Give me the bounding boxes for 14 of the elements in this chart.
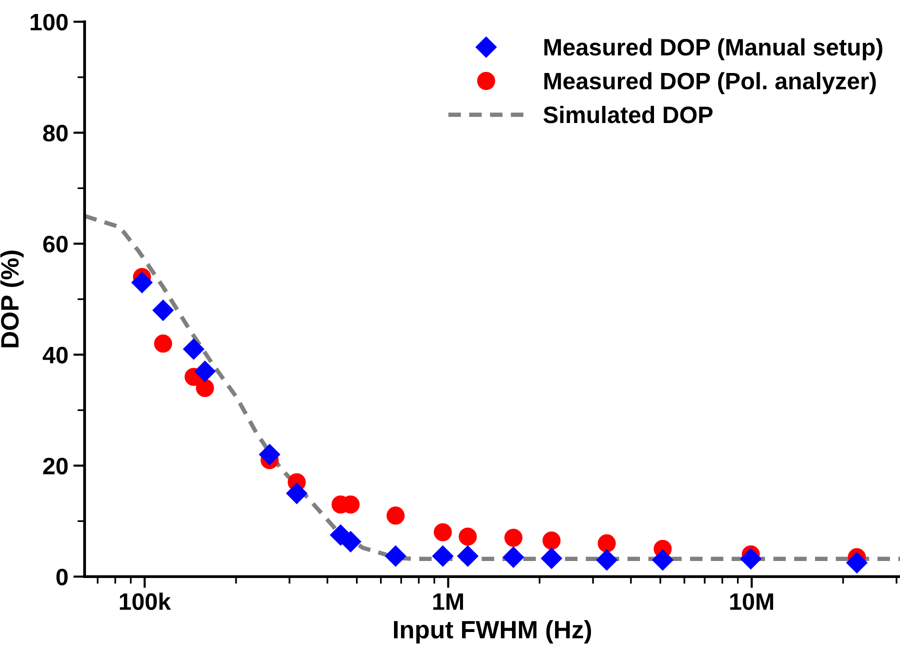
- y-axis-title: DOP (%): [0, 250, 24, 348]
- y-tick-label: 0: [56, 568, 68, 586]
- x-axis-title: Input FWHM (Hz): [394, 620, 592, 644]
- x-tick-label: 100k: [120, 592, 171, 610]
- legend-label: Measured DOP (Manual setup): [544, 38, 882, 60]
- y-tick-label: 20: [43, 458, 68, 474]
- legend-label: Simulated DOP: [543, 106, 713, 124]
- y-tick-label: 60: [43, 236, 68, 252]
- x-tick-label: 1M: [433, 593, 464, 610]
- x-tick-label: 10M: [730, 593, 774, 610]
- y-tick-label: 80: [43, 124, 68, 142]
- y-tick-label: 40: [42, 346, 68, 364]
- legend-label: Measured DOP (Pol. analyzer): [544, 72, 876, 94]
- y-tick-label: 100: [30, 14, 68, 31]
